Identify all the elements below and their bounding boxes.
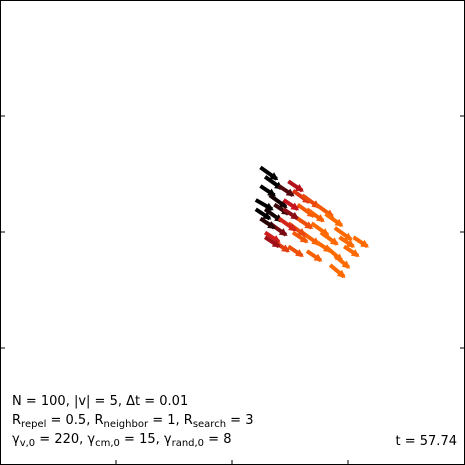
agent-arrow	[287, 244, 304, 258]
agent-head	[295, 249, 304, 257]
param-line-1: N = 100, |v| = 5, Δt = 0.01	[12, 392, 253, 411]
agent-arrow	[287, 179, 304, 193]
agent-head	[322, 244, 332, 253]
agent-head	[336, 269, 346, 278]
agent-arrow	[305, 249, 323, 263]
agent-head	[288, 223, 297, 232]
agent-head	[346, 239, 356, 248]
agent-arrow	[277, 184, 295, 197]
agent-head	[297, 228, 307, 236]
agent-arrow	[333, 254, 351, 269]
agent-head	[267, 221, 277, 229]
param-r-neighbor-value: = 1,	[148, 413, 184, 428]
agent-head	[350, 249, 360, 257]
agent-arrow	[319, 230, 339, 246]
param-gamma-v: γ	[12, 432, 20, 447]
param-line-2: Rrepel = 0.5, Rneighbor = 1, Rsearch = 3	[12, 411, 253, 430]
param-r-neighbor-sub: neighbor	[103, 419, 149, 430]
agent-head	[290, 202, 300, 211]
time-readout: t = 57.74	[395, 434, 457, 449]
agent-head	[281, 244, 290, 253]
agent-arrow	[282, 207, 300, 221]
agent-head	[278, 228, 288, 236]
agent-head	[278, 200, 288, 209]
param-gamma-cm-value: = 15,	[119, 432, 164, 447]
agent-arrow	[263, 235, 281, 249]
agent-arrow	[296, 216, 314, 230]
agent-head	[313, 253, 323, 262]
param-r-repel: R	[12, 413, 22, 428]
param-dt-symbol: Δt	[126, 394, 141, 409]
agent-arrow	[315, 240, 332, 253]
param-n-v: N = 100, |v| = 5,	[12, 394, 127, 409]
agent-arrow	[259, 165, 279, 181]
agent-head	[290, 211, 300, 220]
agent-head	[271, 239, 281, 248]
agent-head	[285, 188, 295, 197]
param-r-search-value: = 3	[226, 413, 254, 428]
param-gamma-rand-value: = 8	[204, 432, 232, 447]
agent-arrow	[259, 216, 277, 230]
agent-head	[329, 237, 339, 246]
agent-head	[295, 183, 304, 192]
param-gamma-rand: γ	[163, 432, 172, 447]
agent-arrow	[268, 193, 288, 209]
agent-head	[334, 218, 344, 227]
param-r-search-sub: search	[192, 419, 227, 430]
param-dt-value: = 0.01	[140, 394, 189, 409]
param-r-search: R	[183, 413, 193, 428]
agent-head	[360, 239, 370, 248]
param-gamma-rand-sub: rand,0	[171, 438, 205, 449]
agent-arrow	[324, 212, 344, 228]
agent-arrow	[282, 198, 300, 211]
agent-arrow	[259, 184, 277, 197]
agent-arrow	[291, 230, 309, 244]
agent-head	[304, 221, 314, 229]
agent-arrow	[277, 216, 297, 232]
agent-head	[269, 172, 279, 181]
param-gamma-v-sub: v,0	[19, 438, 36, 449]
parameter-readout: N = 100, |v| = 5, Δt = 0.01 Rrepel = 0.5…	[12, 392, 253, 449]
agent-arrow	[305, 207, 325, 223]
agent-arrow	[338, 235, 356, 249]
agent-arrow	[328, 263, 346, 279]
agent-head	[267, 188, 277, 197]
param-r-repel-value: = 0.5,	[46, 413, 95, 428]
agent-head	[262, 211, 272, 220]
param-gamma-cm: γ	[87, 432, 96, 447]
param-gamma-cm-sub: cm,0	[95, 438, 120, 449]
param-r-neighbor: R	[94, 413, 104, 428]
agent-arrow	[342, 244, 360, 258]
agent-arrow	[352, 235, 370, 249]
param-r-repel-sub: repel	[21, 419, 47, 430]
agent-arrow	[254, 207, 272, 221]
agent-head	[299, 235, 309, 243]
agent-arrow	[333, 226, 353, 242]
param-gamma-v-value: = 220,	[35, 432, 88, 447]
axis-ticks	[0, 115, 465, 465]
agent-head	[315, 214, 325, 223]
agent-swarm	[254, 165, 370, 279]
agent-head	[343, 232, 353, 241]
param-line-3: γv,0 = 220, γcm,0 = 15, γrand,0 = 8	[12, 430, 253, 449]
agent-head	[341, 260, 351, 269]
